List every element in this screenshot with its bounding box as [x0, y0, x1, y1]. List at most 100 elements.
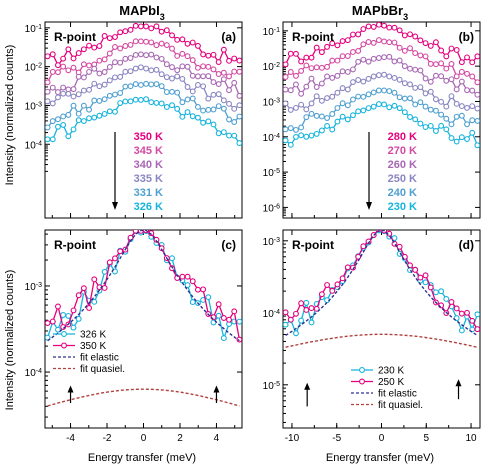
series-group-d	[283, 230, 480, 348]
data-point-b-0	[283, 61, 289, 68]
data-point-b-3	[474, 105, 480, 112]
data-point-b-2	[448, 76, 455, 83]
data-point-a-5	[96, 112, 103, 119]
panel-label-b: (b)	[459, 30, 474, 44]
data-point-d-0	[438, 288, 445, 295]
data-point-b-4	[464, 121, 470, 128]
data-point-a-2	[117, 59, 124, 66]
data-point-a-4	[132, 81, 139, 88]
data-point-b-5	[422, 124, 429, 130]
data-point-b-1	[324, 63, 331, 70]
data-point-a-2	[148, 51, 155, 58]
data-point-d-1	[469, 317, 476, 324]
data-point-a-1	[169, 45, 175, 52]
data-point-b-5	[313, 130, 320, 137]
data-point-b-2	[443, 77, 450, 84]
data-point-b-2	[422, 75, 429, 82]
data-point-a-3	[215, 91, 222, 98]
up-arrow-head-d-1	[455, 379, 462, 387]
data-point-a-1	[215, 71, 222, 77]
data-point-a-0	[226, 57, 232, 64]
data-point-a-1	[70, 64, 77, 71]
data-point-a-5	[226, 132, 232, 139]
legend-temp-a-3: 335 K	[134, 173, 163, 185]
data-point-d-0	[298, 317, 305, 324]
data-point-b-3	[396, 76, 403, 83]
data-point-d-1	[412, 266, 419, 273]
data-point-a-3	[75, 91, 82, 98]
data-point-a-4	[205, 106, 212, 113]
data-point-d-1	[427, 284, 434, 291]
data-point-b-4	[386, 88, 393, 95]
data-point-a-3	[65, 90, 72, 97]
data-point-a-3	[184, 84, 191, 90]
data-point-b-2	[381, 54, 388, 61]
data-point-b-5	[283, 137, 289, 144]
legend-marker-c-0	[61, 331, 67, 337]
data-point-a-3	[189, 88, 196, 95]
data-point-a-2	[49, 84, 56, 91]
data-point-b-2	[350, 66, 356, 73]
data-point-a-0	[236, 57, 242, 64]
data-point-a-2	[60, 84, 67, 91]
y-axis-label-top: Intensity (normalized counts)	[4, 45, 16, 186]
data-point-a-4	[70, 102, 77, 109]
data-point-a-0	[70, 55, 77, 62]
data-point-a-4	[215, 103, 222, 110]
data-point-b-4	[308, 110, 315, 117]
data-point-b-3	[298, 101, 305, 108]
data-point-b-0	[386, 24, 393, 31]
data-point-b-4	[474, 117, 480, 124]
data-point-b-4	[381, 87, 388, 94]
legend-temp-b-4: 240 K	[388, 187, 417, 199]
data-point-a-4	[194, 103, 201, 110]
data-point-b-2	[474, 91, 480, 98]
data-point-b-0	[448, 45, 455, 52]
data-point-a-2	[70, 86, 77, 93]
data-point-b-0	[355, 31, 362, 38]
data-point-c-1	[184, 273, 191, 280]
data-point-b-5	[303, 133, 310, 140]
data-point-b-0	[412, 33, 419, 40]
data-point-a-5	[200, 119, 207, 126]
data-point-b-1	[344, 53, 351, 59]
y-tick-label-c: 10-3	[25, 281, 42, 293]
data-point-a-4	[220, 105, 227, 112]
data-point-c-0	[65, 312, 72, 319]
series-line-c-3	[47, 388, 240, 407]
data-point-b-3	[308, 100, 315, 107]
legend-marker-c-1	[61, 342, 67, 349]
data-point-b-1	[386, 39, 393, 46]
data-point-b-1	[422, 53, 429, 60]
data-point-a-4	[137, 82, 144, 88]
x-tick-label-c: -2	[103, 433, 112, 444]
data-point-a-5	[143, 96, 150, 103]
data-point-a-3	[91, 80, 98, 87]
data-point-b-5	[432, 128, 439, 134]
legend-text-c-3: fit quasiel.	[80, 364, 125, 375]
data-point-b-2	[318, 80, 325, 87]
data-point-b-0	[293, 50, 299, 57]
data-point-c-1	[194, 286, 201, 293]
data-point-b-1	[458, 68, 465, 75]
data-point-b-5	[287, 141, 294, 148]
legend-text-c-1: 350 K	[80, 341, 106, 352]
data-point-b-2	[355, 58, 362, 65]
data-point-b-3	[313, 93, 320, 100]
data-point-b-0	[469, 59, 476, 66]
data-point-b-0	[453, 47, 460, 53]
data-point-a-1	[148, 39, 155, 46]
data-point-a-0	[205, 52, 212, 59]
data-point-a-0	[163, 27, 170, 34]
data-point-b-1	[391, 39, 398, 46]
y-tick-label-d: 10-5	[263, 380, 280, 392]
data-point-b-0	[458, 59, 465, 66]
data-point-b-4	[350, 96, 356, 103]
data-point-b-0	[365, 23, 372, 30]
data-point-b-3	[412, 84, 419, 91]
x-tick-label-d: -10	[285, 433, 300, 444]
data-point-b-3	[417, 84, 424, 91]
data-point-b-0	[464, 54, 470, 61]
data-point-a-5	[132, 96, 139, 103]
data-point-b-3	[365, 75, 372, 82]
